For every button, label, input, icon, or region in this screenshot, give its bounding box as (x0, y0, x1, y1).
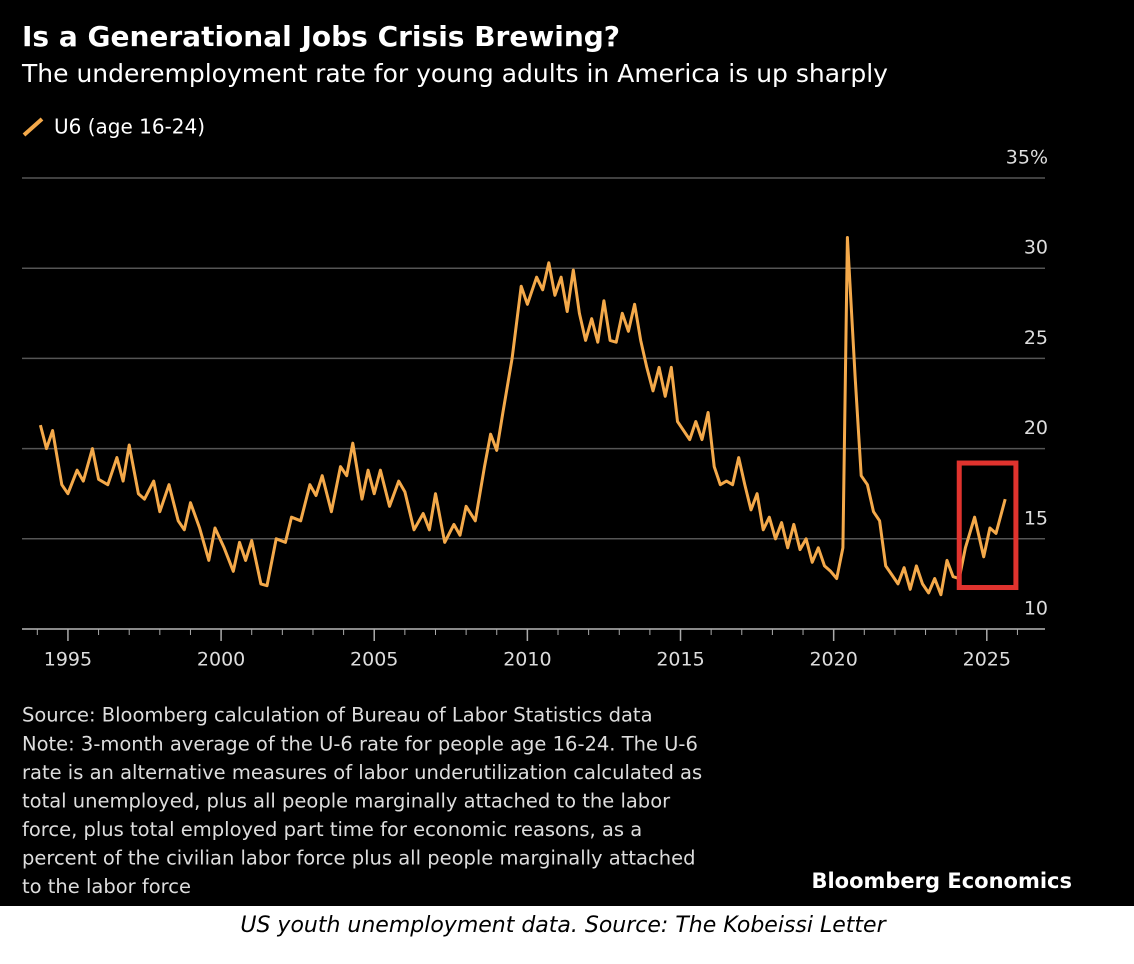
note-line: force, plus total employed part time for… (22, 818, 642, 841)
legend-label: U6 (age 16-24) (54, 115, 205, 139)
note-line: rate is an alternative measures of labor… (22, 761, 702, 784)
highlight-box (956, 460, 1019, 591)
x-tick-label: 1995 (44, 649, 92, 671)
note-line: Note: 3-month average of the U-6 rate fo… (22, 733, 698, 756)
x-tick-label: 2000 (197, 649, 245, 671)
x-tick-label: 2015 (656, 649, 704, 671)
note-line: to the labor force (22, 875, 191, 898)
y-tick-label: 35% (1006, 147, 1048, 169)
series-line (38, 236, 1007, 597)
branding: Bloomberg Economics (811, 869, 1072, 893)
chart-subtitle: The underemployment rate for young adult… (21, 59, 888, 88)
y-tick-label: 10 (1024, 598, 1048, 620)
y-tick-label: 20 (1024, 417, 1048, 439)
x-tick-label: 2005 (350, 649, 398, 671)
legend-swatch (22, 117, 44, 137)
y-tick-label: 30 (1024, 237, 1048, 259)
y-tick-label: 15 (1024, 507, 1048, 529)
background (0, 0, 1134, 906)
x-tick-label: 2025 (963, 649, 1011, 671)
note-line: total unemployed, plus all people margin… (22, 790, 671, 813)
source: Source: Bloomberg calculation of Bureau … (22, 704, 653, 727)
x-tick-label: 2010 (503, 649, 551, 671)
y-tick-label: 25 (1024, 327, 1048, 349)
caption: US youth unemployment data. Source: The … (240, 913, 887, 938)
note-line: percent of the civilian labor force plus… (22, 847, 695, 870)
chart-title: Is a Generational Jobs Crisis Brewing? (22, 20, 620, 53)
x-tick-label: 2020 (809, 649, 857, 671)
